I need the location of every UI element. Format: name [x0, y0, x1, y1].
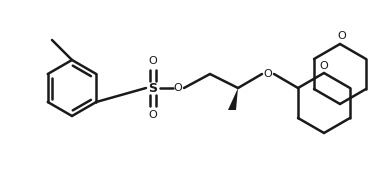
Text: O: O — [320, 61, 328, 71]
Text: O: O — [173, 83, 182, 93]
Polygon shape — [228, 88, 238, 110]
Text: O: O — [149, 56, 158, 66]
Text: O: O — [264, 69, 272, 79]
Text: O: O — [338, 31, 346, 41]
Text: O: O — [149, 110, 158, 120]
Text: S: S — [149, 81, 158, 94]
